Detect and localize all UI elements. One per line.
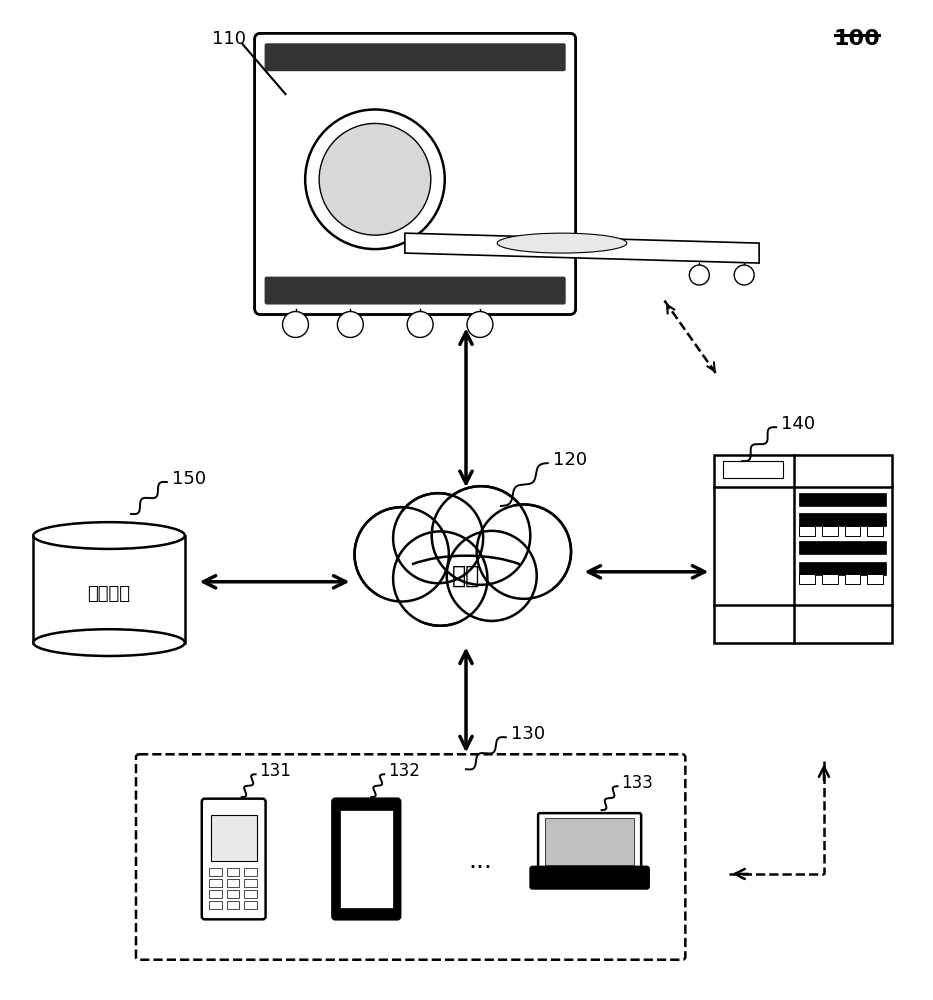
Circle shape bbox=[407, 312, 433, 337]
Polygon shape bbox=[405, 233, 759, 263]
Ellipse shape bbox=[497, 233, 627, 253]
Bar bbox=[868, 574, 883, 584]
FancyBboxPatch shape bbox=[265, 43, 565, 71]
Bar bbox=[244, 901, 257, 909]
Circle shape bbox=[359, 512, 444, 597]
Bar bbox=[209, 868, 222, 876]
Bar bbox=[800, 574, 815, 584]
Bar bbox=[209, 879, 222, 887]
Ellipse shape bbox=[393, 540, 539, 610]
Circle shape bbox=[734, 265, 754, 285]
FancyBboxPatch shape bbox=[255, 33, 576, 315]
Text: 133: 133 bbox=[621, 774, 653, 792]
FancyBboxPatch shape bbox=[531, 867, 648, 888]
Bar bbox=[822, 526, 838, 536]
Circle shape bbox=[283, 312, 309, 337]
Circle shape bbox=[305, 109, 445, 249]
FancyBboxPatch shape bbox=[136, 754, 686, 960]
Bar bbox=[822, 574, 838, 584]
Bar bbox=[211, 815, 257, 861]
Ellipse shape bbox=[34, 522, 185, 549]
Circle shape bbox=[397, 536, 482, 621]
Text: 130: 130 bbox=[511, 725, 545, 743]
FancyBboxPatch shape bbox=[202, 799, 266, 919]
Circle shape bbox=[689, 265, 709, 285]
Ellipse shape bbox=[389, 531, 543, 605]
Bar bbox=[844, 526, 860, 536]
Bar bbox=[800, 562, 886, 575]
Bar bbox=[800, 541, 886, 554]
Ellipse shape bbox=[34, 629, 185, 656]
Circle shape bbox=[319, 123, 431, 235]
Bar bbox=[546, 818, 634, 865]
Bar bbox=[868, 526, 883, 536]
FancyBboxPatch shape bbox=[332, 799, 400, 919]
Circle shape bbox=[437, 491, 525, 580]
Text: 100: 100 bbox=[833, 29, 880, 49]
Circle shape bbox=[481, 509, 566, 594]
Text: 网络: 网络 bbox=[452, 564, 480, 588]
Bar bbox=[209, 890, 222, 898]
Bar bbox=[340, 810, 393, 908]
Bar bbox=[209, 901, 222, 909]
Bar bbox=[227, 890, 240, 898]
Bar bbox=[244, 890, 257, 898]
FancyBboxPatch shape bbox=[265, 277, 565, 305]
Bar bbox=[227, 879, 240, 887]
Text: 131: 131 bbox=[259, 762, 291, 780]
Text: 存储设备: 存储设备 bbox=[88, 585, 131, 603]
Circle shape bbox=[452, 535, 532, 616]
Bar bbox=[800, 526, 815, 536]
Bar bbox=[715, 455, 892, 643]
Bar bbox=[723, 461, 783, 478]
Bar bbox=[34, 533, 185, 637]
Circle shape bbox=[467, 312, 493, 337]
Bar bbox=[227, 901, 240, 909]
Circle shape bbox=[397, 498, 479, 579]
Text: 140: 140 bbox=[781, 415, 815, 433]
Circle shape bbox=[302, 106, 448, 252]
Text: 120: 120 bbox=[552, 451, 587, 469]
Bar bbox=[844, 574, 860, 584]
Bar bbox=[800, 513, 886, 526]
Circle shape bbox=[338, 312, 363, 337]
Text: 110: 110 bbox=[212, 30, 245, 48]
Bar bbox=[800, 493, 886, 506]
Circle shape bbox=[447, 531, 536, 621]
Bar bbox=[381, 575, 551, 622]
FancyBboxPatch shape bbox=[538, 813, 641, 871]
Bar bbox=[227, 868, 240, 876]
Text: 150: 150 bbox=[172, 470, 206, 488]
Circle shape bbox=[432, 486, 530, 585]
Circle shape bbox=[393, 531, 487, 626]
Text: 132: 132 bbox=[388, 762, 420, 780]
Circle shape bbox=[393, 493, 483, 583]
Bar bbox=[244, 879, 257, 887]
Circle shape bbox=[355, 507, 449, 602]
Text: ...: ... bbox=[468, 849, 492, 873]
Bar bbox=[244, 868, 257, 876]
Circle shape bbox=[477, 504, 571, 599]
